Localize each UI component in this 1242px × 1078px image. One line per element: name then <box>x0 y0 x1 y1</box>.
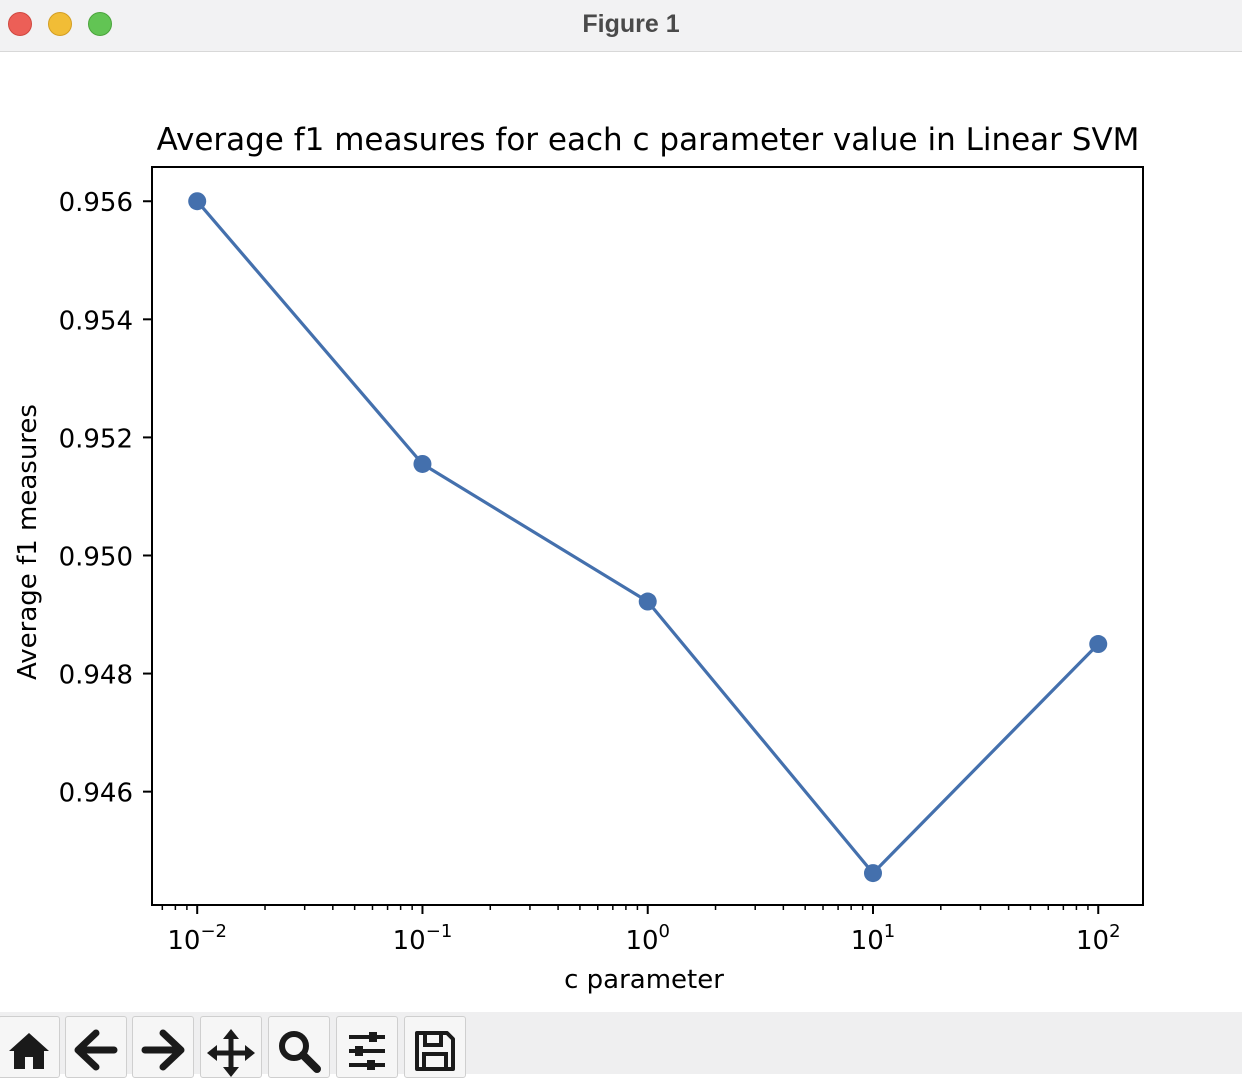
data-point[interactable] <box>863 864 882 883</box>
x-tick-label: 102 <box>1076 921 1121 956</box>
y-tick-label: 0.956 <box>59 188 133 218</box>
y-tick-label: 0.948 <box>59 661 133 691</box>
x-tick-label-base: 10 <box>167 926 200 956</box>
data-point[interactable] <box>188 192 207 211</box>
chart-figure: Average f1 measures for each c parameter… <box>13 122 1144 995</box>
pan-icon <box>207 1029 255 1077</box>
back-arrow-icon <box>74 1029 118 1071</box>
pan-button[interactable] <box>200 1016 262 1078</box>
minimize-window-button[interactable] <box>48 12 72 36</box>
x-tick-label: 10−1 <box>393 921 453 956</box>
window-titlebar: Figure 1 <box>0 0 1242 52</box>
x-axis-label: c parameter <box>564 965 724 995</box>
home-button[interactable] <box>0 1016 60 1078</box>
y-axis-label: Average f1 measures <box>13 404 43 680</box>
maximize-window-button[interactable] <box>88 12 112 36</box>
y-tick-label: 0.952 <box>59 424 133 454</box>
y-tick-label: 0.954 <box>59 306 133 336</box>
x-tick-label-base: 10 <box>393 926 426 956</box>
close-window-button[interactable] <box>8 12 32 36</box>
forward-arrow-icon <box>141 1029 185 1071</box>
zoom-button[interactable] <box>268 1016 330 1078</box>
x-tick-label-exponent: 1 <box>884 921 895 942</box>
home-icon <box>9 1033 49 1069</box>
x-tick-label-base: 10 <box>1076 926 1109 956</box>
x-tick-label: 100 <box>625 921 670 956</box>
x-tick-label-base: 10 <box>851 926 884 956</box>
y-tick-label: 0.946 <box>59 779 133 809</box>
navigation-toolbar <box>0 1012 1242 1078</box>
x-tick-label: 101 <box>851 921 896 956</box>
back-button[interactable] <box>65 1016 127 1078</box>
save-button[interactable] <box>404 1016 466 1078</box>
data-point[interactable] <box>413 454 432 473</box>
window-title: Figure 1 <box>582 10 680 38</box>
x-tick-label-exponent: −1 <box>426 921 453 942</box>
x-tick-label: 10−2 <box>167 921 227 956</box>
chart-title: Average f1 measures for each c parameter… <box>157 122 1140 158</box>
x-tick-label-base: 10 <box>625 926 658 956</box>
zoom-icon <box>279 1031 321 1073</box>
configure-subplots-button[interactable] <box>336 1016 398 1078</box>
forward-button[interactable] <box>132 1016 194 1078</box>
x-tick-label-exponent: 0 <box>659 921 670 942</box>
save-icon <box>415 1031 455 1071</box>
plot-area[interactable] <box>151 166 1144 906</box>
data-point[interactable] <box>638 592 657 611</box>
x-tick-label-exponent: 2 <box>1109 921 1120 942</box>
configure-subplots-icon <box>349 1032 385 1070</box>
y-tick-label: 0.950 <box>59 542 133 572</box>
data-point[interactable] <box>1089 635 1108 654</box>
x-tick-label-exponent: −2 <box>200 921 227 942</box>
